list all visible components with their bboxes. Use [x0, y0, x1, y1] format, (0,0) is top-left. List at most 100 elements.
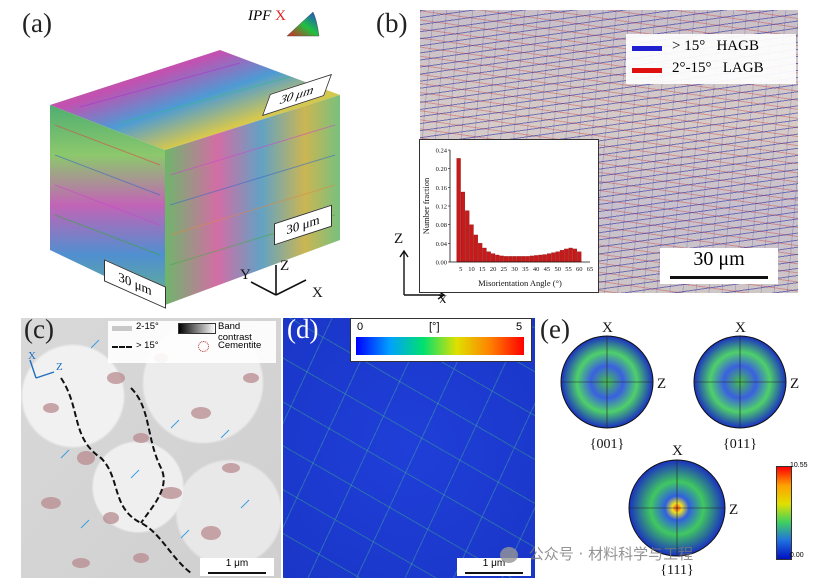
panel-c-label: (c): [24, 314, 54, 344]
histogram-x-tick-label: 60: [576, 266, 583, 273]
pf-001-z: Z: [657, 376, 666, 392]
histogram-bar: [469, 224, 474, 263]
histogram-bar: [542, 254, 547, 263]
pf-011-z: Z: [790, 376, 799, 392]
ebsd-3d-cube: [50, 50, 340, 305]
histogram-x-tick-label: 5: [459, 266, 462, 273]
panel-c-legend: 2-15° Band contrast > 15° Cementite: [108, 321, 276, 363]
histogram-x-tick-label: 30: [511, 266, 517, 273]
histogram-x-tick-label: 50: [554, 266, 561, 273]
histogram-bar: [568, 247, 573, 263]
histogram-bar: [521, 256, 526, 263]
panel-d-label: (d): [287, 314, 319, 344]
pole-figure-111: X Z {111}: [628, 443, 738, 578]
histogram-bar: [499, 255, 504, 263]
lagb-grey-swatch: [112, 326, 132, 331]
axis-b-z: Z: [394, 231, 403, 247]
histogram-y-tick-label: 0.24: [436, 148, 448, 155]
hagb-label: > 15° HAGB: [672, 38, 759, 54]
scale-bar-b: 30 μm: [660, 248, 778, 284]
kam-unit: [°]: [429, 321, 440, 333]
histogram-x-tick-label: 20: [490, 266, 497, 273]
cube-axis-x: X: [312, 285, 323, 301]
histogram-bar: [512, 256, 517, 263]
histogram-bar: [482, 247, 487, 263]
cube-axis-z: Z: [280, 258, 289, 274]
pf-011-x: X: [735, 320, 746, 336]
panel-b-label: (b): [376, 8, 408, 38]
legend-c-cementite: Cementite: [218, 340, 262, 351]
ipf-key-label: IPF X: [248, 8, 286, 25]
pf-111-z: Z: [729, 502, 738, 518]
axes-b-icon: Z X: [394, 231, 448, 303]
histogram-bar: [529, 255, 534, 263]
cube-right-face: [165, 95, 340, 305]
cube-top-face: [50, 50, 340, 150]
cube-axis-y: Y: [240, 267, 251, 283]
histogram-y-tick-label: 0.12: [436, 204, 447, 211]
histogram-x-tick-label: 35: [522, 266, 529, 273]
scale-bar-b-text: 30 μm: [693, 248, 745, 270]
ipf-axis: X: [275, 8, 286, 24]
histogram-x-tick-label: 55: [565, 266, 572, 273]
hagb-dash-swatch: [112, 346, 132, 348]
lagb-swatch: [632, 68, 662, 73]
kam-min: 0: [357, 321, 364, 333]
watermark: 公众号 · 材料科学与工程: [500, 543, 693, 564]
histogram-x-tick-label: 25: [501, 266, 508, 273]
kam-gradient: [356, 337, 524, 355]
scale-bar-d-text: 1 μm: [482, 558, 506, 569]
histogram-bar: [516, 256, 522, 263]
scale-bar-b-line: [670, 276, 768, 279]
histogram-bar: [525, 256, 530, 263]
kam-max: 5: [516, 321, 523, 333]
histogram-bar: [495, 254, 500, 263]
wechat-icon: [500, 546, 518, 563]
histogram-bar: [555, 251, 560, 263]
kam-colorbar-box: 0 [°] 5: [350, 318, 532, 362]
pole-figure-011: X Z {011}: [693, 320, 799, 452]
histogram-bar: [473, 234, 478, 263]
scale-bar-d-line: [465, 572, 523, 574]
histogram-y-tick-label: 0.00: [436, 260, 447, 267]
histogram-bar: [456, 158, 461, 263]
cube-axes-icon: Z Y X: [240, 258, 323, 301]
histogram-bar: [465, 210, 470, 263]
histogram-y-tick-label: 0.16: [436, 185, 448, 192]
boundary-legend: > 15° HAGB 2°-15° LAGB: [626, 34, 796, 84]
scale-bar-d: 1 μm: [457, 558, 531, 576]
histogram-y-label: Number fraction: [421, 177, 431, 234]
cementite-and-boundaries: [41, 339, 259, 574]
band-contrast-bar: [178, 323, 216, 334]
histogram-x-tick-label: 45: [544, 266, 551, 273]
lagb-label: 2°-15° LAGB: [672, 60, 764, 76]
histogram-x-tick-label: 10: [468, 266, 475, 273]
pf-colorbar-max: 10.55: [790, 462, 808, 469]
legend-c-hagb: > 15°: [136, 340, 159, 351]
legend-c-band: Band contrast: [218, 321, 252, 343]
misorientation-histogram: 0.00 0.04 0.08 0.12 0.16 0.20 0.24 5 10 15 20 25 30…: [419, 139, 599, 293]
axes-c-icon: X Z: [28, 350, 63, 379]
pf-colorbar-min: 0.00: [790, 552, 804, 559]
histogram-x-tick-label: 15: [479, 266, 486, 273]
hagb-swatch: [632, 46, 662, 51]
cementite-swatch: [198, 341, 209, 352]
ipf-prefix: IPF: [248, 8, 272, 24]
axis-b-x: X: [438, 292, 448, 303]
axis-c-x: X: [28, 350, 36, 362]
pf-111-label: {111}: [660, 563, 693, 578]
histogram-bar: [551, 252, 556, 263]
histogram-x-tick-label: 40: [533, 266, 540, 273]
histogram-bar: [577, 251, 582, 263]
histogram-bar: [460, 191, 466, 263]
panel-e-label: (e): [540, 314, 570, 344]
histogram-y-tick-label: 0.20: [436, 166, 447, 173]
histogram-y-tick-label: 0.04: [436, 241, 448, 248]
legend-c-lagb: 2-15°: [136, 321, 159, 332]
histogram-bar: [546, 253, 552, 263]
histogram-y-tick-label: 0.08: [436, 222, 447, 229]
histogram-bar: [503, 256, 509, 263]
pf-111-x: X: [672, 443, 683, 459]
histogram-bar: [508, 256, 513, 263]
axis-c-z: Z: [56, 361, 63, 373]
